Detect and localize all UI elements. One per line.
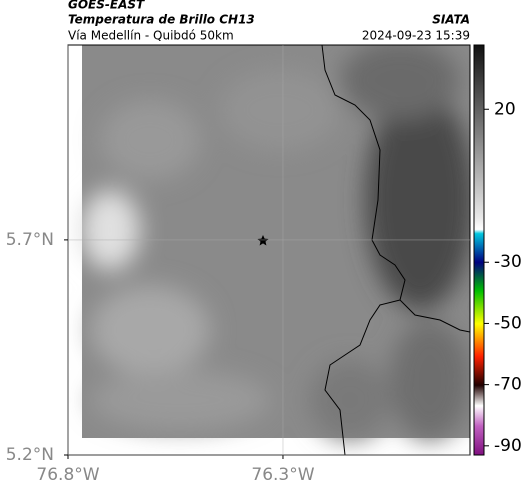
y-tick-label: 5.2°N: [6, 445, 54, 465]
colorbar-tick-label: -30: [494, 252, 522, 272]
subtitle: Temperatura de Brillo CH13: [68, 13, 255, 27]
x-tick-label: 76.3°W: [251, 465, 314, 485]
timestamp: 2024-09-23 15:39: [362, 29, 470, 43]
colorbar-tick-label: -90: [494, 436, 522, 456]
colorbar-tick-label: -70: [494, 375, 522, 395]
y-tick-label: 5.7°N: [6, 230, 54, 250]
colorbar: [473, 44, 485, 456]
colorbar-tick-label: -50: [494, 313, 522, 333]
satellite-image: [68, 45, 470, 455]
source: SIATA: [432, 13, 470, 27]
location-marker: [257, 235, 269, 246]
colorbar-tick-label: 20: [494, 99, 516, 119]
title: GOES-EAST: [68, 0, 145, 12]
route: Vía Medellín - Quibdó 50km: [68, 29, 234, 43]
x-tick-label: 76.8°W: [36, 465, 99, 485]
